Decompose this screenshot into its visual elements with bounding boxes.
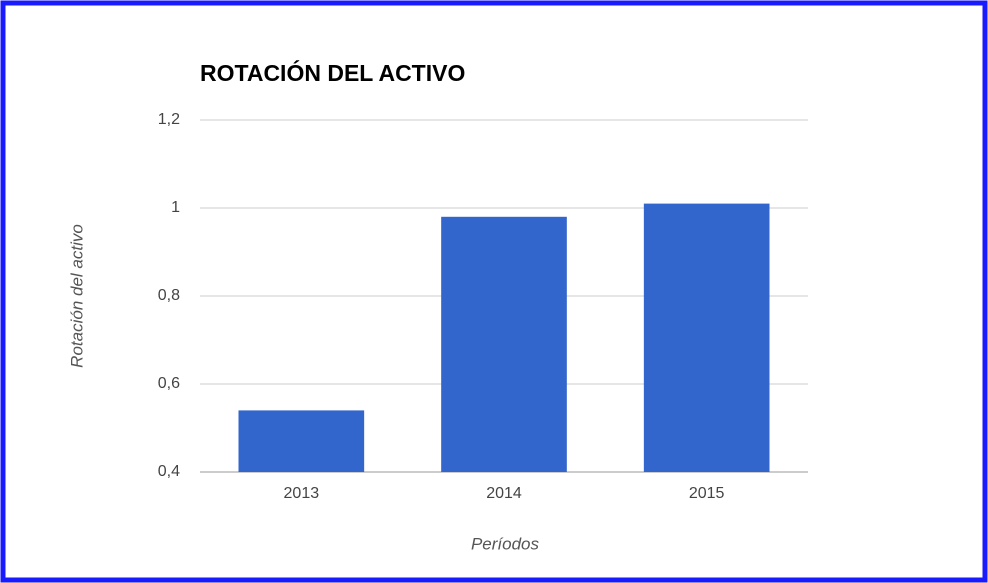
x-axis-title: Períodos [471,534,540,553]
y-axis-title: Rotación del activo [67,224,86,368]
bar [238,410,365,472]
bar [643,203,770,472]
y-tick-label: 0,8 [158,287,180,304]
x-tick-label: 2013 [284,485,320,502]
bar [441,216,567,472]
y-tick-label: 0,6 [158,375,180,392]
y-tick-label: 0,4 [158,463,180,480]
y-tick-label: 1 [171,199,180,216]
x-tick-label: 2014 [486,485,522,502]
chart-title: ROTACIÓN DEL ACTIVO [200,59,465,86]
x-tick-label: 2015 [689,485,725,502]
y-tick-label: 1,2 [158,111,180,128]
